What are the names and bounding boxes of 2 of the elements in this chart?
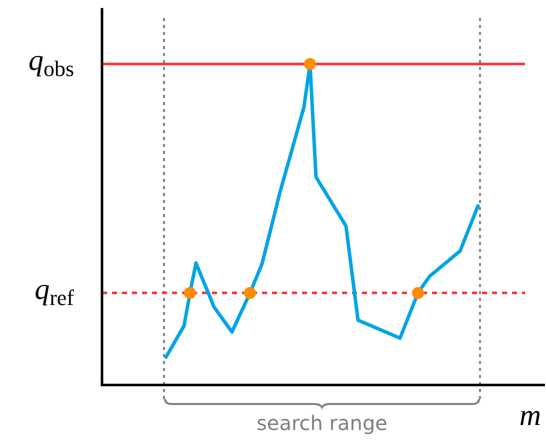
x-axis-title: m [519,399,541,432]
text: search range [256,411,388,435]
